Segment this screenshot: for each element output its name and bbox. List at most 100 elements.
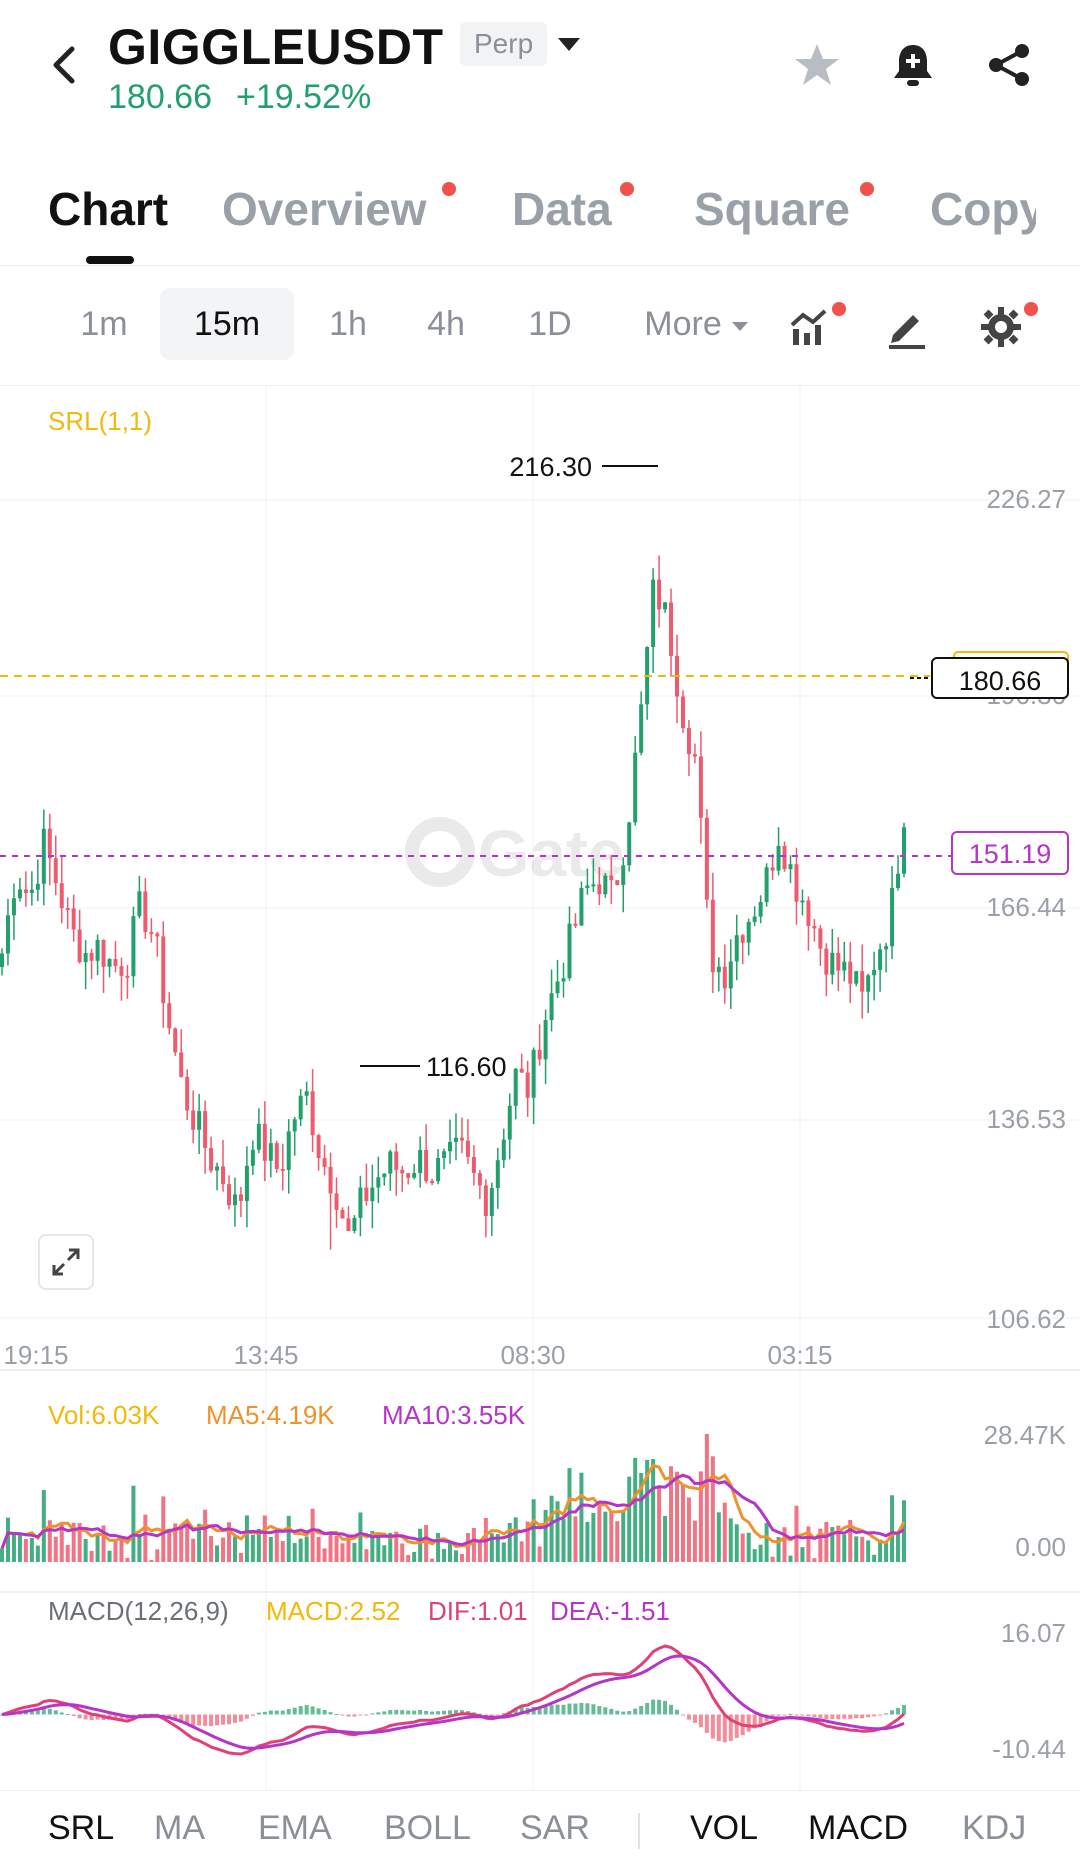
candle-body [890,888,895,947]
volume-bar [812,1558,817,1562]
macd-histogram-bar [304,1705,309,1715]
fullscreen-expand-button[interactable] [38,1234,94,1290]
volume-bar [800,1547,805,1562]
volume-bar [489,1533,494,1562]
macd-histogram-bar [286,1709,291,1715]
volume-bar [609,1511,614,1562]
candle-body [842,961,847,971]
active-tab-indicator [86,256,134,264]
candle-body [310,1091,315,1136]
candle-body [215,1166,220,1171]
indicator-sar[interactable]: SAR [520,1809,590,1847]
interval-15m[interactable]: 15m [160,288,294,360]
interval-4h[interactable]: 4h [427,305,465,343]
indicator-boll[interactable]: BOLL [384,1809,471,1847]
candle-body [669,602,674,656]
symbol-dropdown-caret-icon[interactable] [558,38,580,51]
candle-body [585,885,590,888]
star-icon[interactable] [790,38,844,92]
macd-histogram-bar [549,1705,554,1715]
macd-histogram-bar [322,1710,327,1715]
volume-bar [119,1539,124,1562]
macd-histogram-bar [860,1714,865,1719]
candle-body [244,1165,249,1202]
symbol-title[interactable]: GIGGLEUSDT [108,19,444,75]
candle-body [800,900,805,903]
draw-pencil-icon[interactable] [880,300,934,354]
tab-chart[interactable]: Chart [48,183,169,235]
candle-body [125,975,130,978]
volume-bar [137,1534,142,1562]
interval-1h[interactable]: 1h [329,305,367,343]
candle-body [860,971,865,992]
tab-copy[interactable]: Copy [930,183,1036,235]
y-tick-label: 226.27 [986,484,1066,514]
volume-bar [388,1532,393,1562]
volume-bar [197,1523,202,1562]
macd-histogram-bar [758,1714,763,1726]
indicator-ma[interactable]: MA [154,1809,205,1847]
candle-body [866,975,871,992]
volume-bar [382,1545,387,1562]
indicator-ema[interactable]: EMA [258,1809,332,1847]
candle-body [471,1156,476,1174]
candle-body [489,1188,494,1216]
volume-bar [5,1517,10,1562]
candle-body [238,1194,243,1202]
volume-bar [645,1459,650,1562]
indicator-kdj[interactable]: KDJ [962,1809,1027,1847]
low-price-label: 116.60 [426,1052,507,1082]
candle-body [728,961,733,989]
macd-histogram-bar [848,1714,853,1719]
macd-histogram-bar [806,1714,811,1717]
candle-body [758,902,763,917]
tab-data[interactable]: Data [512,183,612,235]
macd-histogram-bar [615,1710,620,1715]
y-tick-label: 166.44 [986,892,1066,922]
contract-type-badge[interactable]: Perp [460,22,548,66]
settings-gear-icon[interactable] [974,300,1028,354]
tab-square[interactable]: Square [694,183,850,235]
more-intervals-dropdown[interactable]: More [626,288,766,360]
macd-histogram-bar [268,1710,273,1715]
interval-1m[interactable]: 1m [80,305,128,343]
indicator-vol[interactable]: VOL [690,1809,759,1847]
volume-bar [603,1511,608,1562]
volume-bar [209,1536,214,1562]
volume-bar [651,1459,656,1562]
data-notification-dot [620,182,634,196]
candle-body [746,921,751,943]
indicator-macd[interactable]: MACD [808,1809,909,1847]
macd-histogram-bar [89,1714,94,1721]
indicator-icon[interactable] [784,300,838,354]
macd-histogram-bar [663,1700,668,1715]
candle-body [621,865,626,885]
share-icon[interactable] [982,38,1036,92]
candle-body [191,1110,196,1130]
tab-overview[interactable]: Overview [222,183,427,235]
volume-bar [316,1536,321,1562]
macd-histogram-bar [83,1714,88,1720]
macd-histogram-bar [209,1714,214,1727]
macd-histogram-bar [412,1710,417,1715]
volume-bar [310,1508,315,1562]
candle-body [256,1123,261,1150]
macd-histogram-bar [334,1714,339,1716]
bell-plus-icon[interactable] [886,38,940,92]
indicator-srl[interactable]: SRL [48,1809,115,1847]
chart-canvas[interactable]: SRL(1,1) Gate 226.27 196.36 166.44 136.5… [0,386,1080,1790]
candle-body [340,1209,345,1219]
back-arrow-icon[interactable] [44,40,84,90]
interval-1d[interactable]: 1D [528,305,572,343]
volume-label: Vol:6.03K [48,1400,160,1430]
volume-bar [591,1512,596,1562]
volume-bar [830,1527,835,1562]
candle-body [752,916,757,922]
candle-body [400,1169,405,1174]
candle-body [382,1173,387,1178]
volume-bar [770,1556,775,1562]
macd-histogram-bar [448,1710,453,1715]
volume-bar [418,1528,423,1562]
volume-bar [292,1543,297,1562]
volume-bar [675,1471,680,1562]
